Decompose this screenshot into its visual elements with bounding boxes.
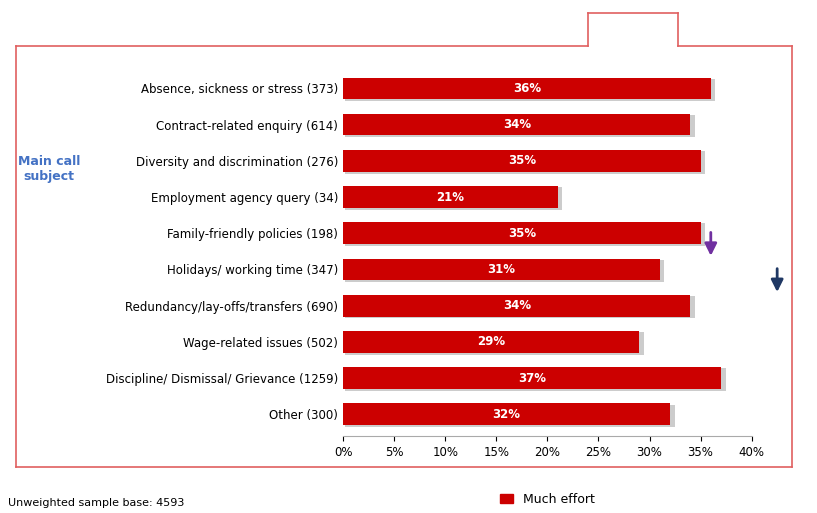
Bar bbox=[343, 77, 711, 100]
Bar bbox=[345, 224, 705, 246]
Text: 37%: 37% bbox=[518, 371, 546, 385]
Text: Unweighted sample base: 4593: Unweighted sample base: 4593 bbox=[8, 498, 185, 508]
Text: 35%: 35% bbox=[508, 154, 536, 167]
Bar bbox=[345, 78, 716, 101]
Bar bbox=[343, 259, 659, 280]
Bar bbox=[345, 187, 562, 210]
Bar bbox=[343, 186, 557, 208]
Bar bbox=[343, 223, 700, 244]
Bar bbox=[343, 223, 700, 244]
Bar bbox=[343, 150, 700, 172]
Bar bbox=[343, 150, 700, 172]
Bar bbox=[345, 260, 664, 282]
Bar bbox=[343, 295, 690, 317]
Bar bbox=[343, 331, 639, 353]
Bar bbox=[343, 295, 690, 317]
Text: 34%: 34% bbox=[502, 118, 531, 131]
Bar bbox=[343, 367, 721, 389]
Bar bbox=[345, 332, 644, 354]
Bar bbox=[343, 331, 639, 353]
Bar bbox=[343, 77, 711, 100]
Bar bbox=[343, 114, 690, 135]
Bar bbox=[343, 403, 670, 425]
Bar bbox=[343, 403, 670, 425]
Bar bbox=[345, 151, 705, 173]
Text: 31%: 31% bbox=[488, 263, 516, 276]
Bar bbox=[343, 114, 690, 135]
Text: 29%: 29% bbox=[477, 336, 505, 348]
Bar bbox=[343, 367, 721, 389]
Text: 35%: 35% bbox=[508, 227, 536, 240]
Bar bbox=[345, 296, 695, 319]
Text: 21%: 21% bbox=[436, 190, 464, 204]
Bar bbox=[345, 405, 675, 427]
Text: Main call
subject: Main call subject bbox=[18, 155, 80, 183]
Bar bbox=[345, 368, 725, 391]
Text: 36%: 36% bbox=[513, 82, 541, 95]
Legend: Much effort: Much effort bbox=[495, 488, 600, 511]
Bar bbox=[345, 115, 695, 137]
Text: 34%: 34% bbox=[502, 299, 531, 312]
Bar bbox=[343, 259, 659, 280]
Bar bbox=[343, 186, 557, 208]
Text: 32%: 32% bbox=[493, 408, 520, 421]
